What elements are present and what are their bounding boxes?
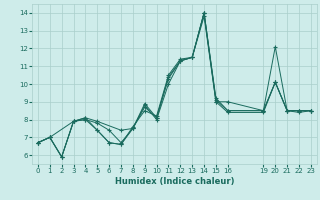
X-axis label: Humidex (Indice chaleur): Humidex (Indice chaleur) (115, 177, 234, 186)
